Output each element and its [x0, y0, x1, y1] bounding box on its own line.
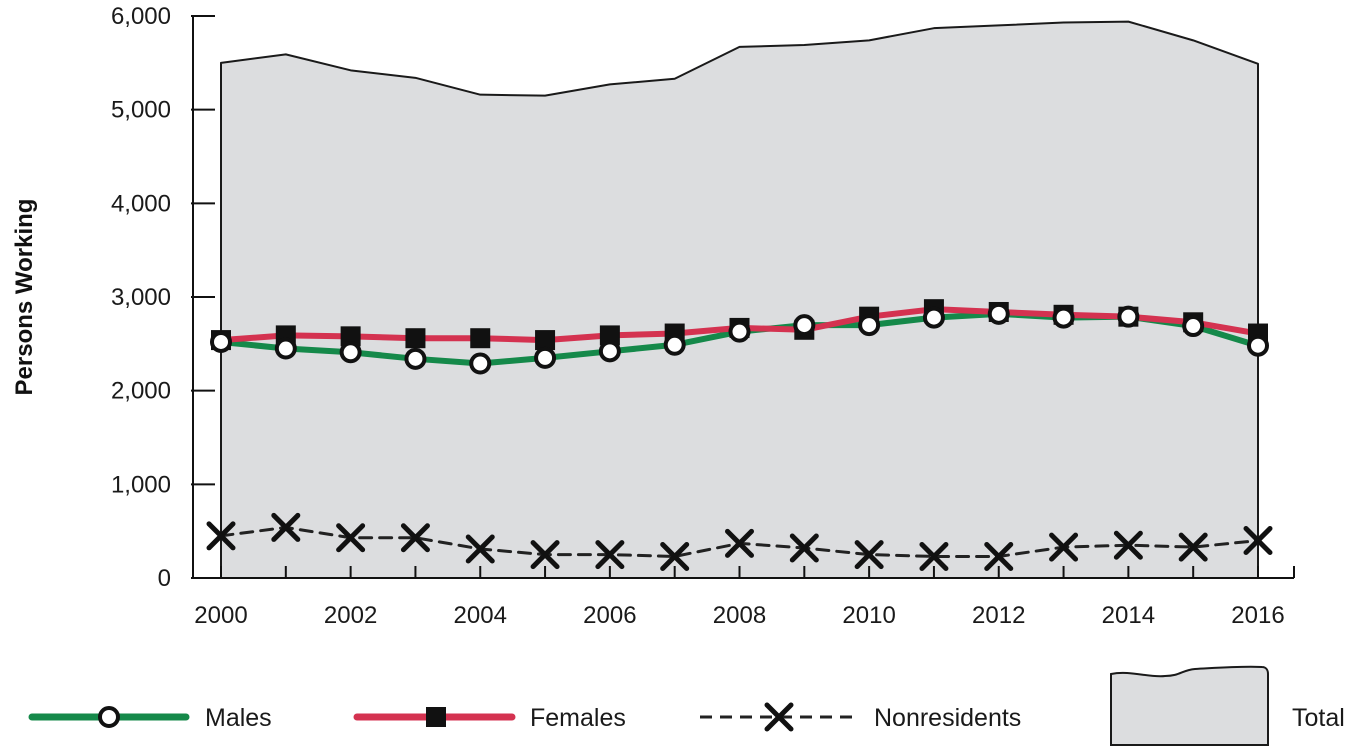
x-marker-stroke	[1113, 530, 1143, 560]
series-males-point	[922, 306, 945, 329]
x-marker-stroke	[919, 541, 949, 571]
x-tick-label: 2010	[842, 602, 895, 629]
series-nonresidents-point	[1049, 532, 1079, 562]
series-males-point	[1182, 315, 1205, 338]
series-females-point	[405, 328, 426, 349]
series-males-point	[469, 352, 492, 375]
series-males-point	[987, 302, 1010, 325]
legend-marker-nonresidents	[764, 702, 794, 732]
legend-item-total: Total	[1110, 665, 1345, 746]
series-males-point	[598, 340, 621, 363]
legend-label-total: Total	[1292, 704, 1345, 732]
y-tick-label: 5,000	[111, 97, 171, 124]
y-tick-label: 0	[158, 565, 171, 592]
x-marker-stroke	[465, 534, 495, 564]
x-marker-stroke	[271, 512, 301, 542]
series-females-point	[340, 326, 361, 347]
y-tick-label: 4,000	[111, 190, 171, 217]
y-tick-label: 2,000	[111, 378, 171, 405]
series-males-point	[1247, 334, 1269, 357]
legend-marker-females	[426, 707, 446, 727]
series-nonresidents-point	[919, 541, 949, 571]
x-marker-stroke	[530, 540, 560, 570]
series-nonresidents-point	[1113, 530, 1143, 560]
x-marker-stroke	[595, 540, 625, 570]
series-total-area	[220, 20, 1259, 579]
x-tick-label: 2000	[194, 602, 247, 629]
x-marker-stroke	[400, 523, 430, 553]
x-tick-label: 2006	[583, 602, 636, 629]
series-males-point	[210, 330, 232, 353]
series-males-point	[339, 341, 362, 364]
series-nonresidents-point	[206, 521, 236, 551]
series-markers-layer	[206, 299, 1273, 571]
series-nonresidents-point	[660, 541, 690, 571]
x-marker-stroke	[854, 540, 884, 570]
series-males-point	[663, 333, 686, 356]
tick-labels-layer: 0 1,000 2,000 3,000 4,000 5,000 6,000 2000 2002 2…	[111, 3, 1285, 629]
x-tick-label: 2012	[972, 602, 1025, 629]
series-females-point	[599, 325, 620, 346]
x-marker-stroke	[336, 523, 366, 553]
y-axis-title: Persons Working	[11, 199, 38, 396]
series-nonresidents-point	[725, 528, 754, 558]
series-nonresidents-point	[530, 540, 560, 570]
legend-label-nonresidents: Nonresidents	[874, 704, 1021, 732]
series-males-point	[274, 337, 297, 360]
x-marker-stroke	[1049, 532, 1079, 562]
x-marker-stroke	[984, 541, 1014, 571]
total-area-layer	[220, 20, 1259, 579]
y-tick-label: 1,000	[111, 471, 171, 498]
legend-marker-males	[98, 706, 120, 728]
x-marker-stroke	[789, 533, 819, 563]
x-tick-label: 2016	[1231, 602, 1284, 629]
y-tick-label: 3,000	[111, 284, 171, 311]
series-males-point	[404, 347, 427, 370]
x-marker-stroke	[725, 528, 754, 558]
series-nonresidents-point	[984, 541, 1014, 571]
series-nonresidents-point	[854, 540, 884, 570]
x-tick-label: 2004	[454, 602, 507, 629]
x-marker-stroke	[206, 521, 236, 551]
series-nonresidents-point	[1178, 532, 1208, 562]
x-marker-stroke	[1243, 526, 1273, 556]
x-marker-stroke	[764, 702, 794, 732]
series-nonresidents-point	[400, 523, 430, 553]
legend-label-females: Females	[530, 704, 626, 732]
x-tick-label: 2002	[324, 602, 377, 629]
series-males-point	[728, 320, 751, 343]
x-tick-label: 2008	[713, 602, 766, 629]
series-males-point	[1052, 306, 1075, 329]
legend-item-females: Females	[353, 704, 626, 732]
x-marker-stroke	[660, 541, 690, 571]
x-tick-label: 2014	[1102, 602, 1155, 629]
axes-layer	[191, 15, 1295, 579]
series-nonresidents-point	[336, 523, 366, 553]
y-tick-label: 6,000	[111, 3, 171, 30]
legend: Males Females Nonresidents Total	[28, 665, 1345, 746]
series-nonresidents-point	[465, 534, 495, 564]
legend-item-males: Males	[28, 704, 272, 732]
series-nonresidents-point	[271, 512, 301, 542]
series-males-point	[858, 314, 881, 337]
series-nonresidents-point	[595, 540, 625, 570]
legend-swatch-total	[1110, 665, 1269, 746]
series-females-point	[470, 328, 491, 349]
x-marker-stroke	[1178, 532, 1208, 562]
series-females-point	[535, 330, 556, 351]
legend-item-nonresidents: Nonresidents	[700, 702, 1021, 732]
series-males-point	[534, 346, 557, 369]
series-males-point	[1117, 305, 1140, 328]
series-males-point	[793, 314, 816, 337]
series-nonresidents-point	[789, 533, 819, 563]
legend-label-males: Males	[205, 704, 272, 732]
series-nonresidents-point	[1243, 526, 1273, 556]
